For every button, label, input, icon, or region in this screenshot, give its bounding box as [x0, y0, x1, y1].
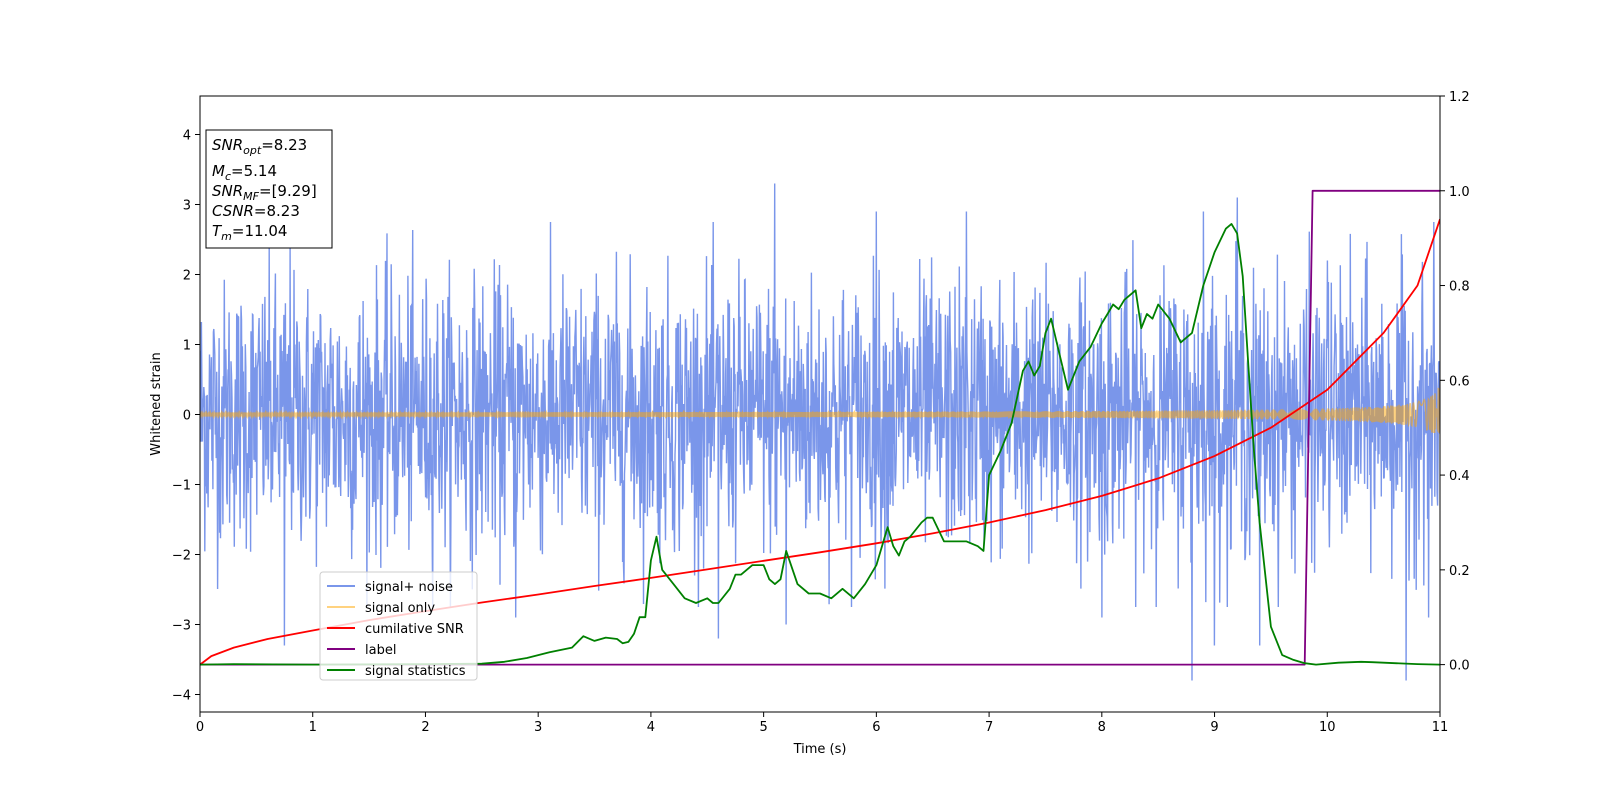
x-tick-label: 0: [196, 720, 204, 735]
legend-entry: signal+ noise: [365, 580, 453, 595]
legend-entry: signal statistics: [365, 664, 466, 679]
x-axis: 0 1 2 3 4 5 6 7 8 9 10 11: [196, 712, 1448, 735]
x-tick-label: 10: [1319, 720, 1336, 735]
legend-frame: [319, 571, 478, 681]
x-tick-label: 7: [985, 720, 993, 735]
annotation-line: Tm=11.04: [212, 222, 287, 243]
y2-tick-label: 0.8: [1449, 280, 1470, 295]
x-tick-label: 11: [1432, 720, 1449, 735]
x-tick-label: 2: [421, 720, 429, 735]
y-axis-right: 0.0 0.2 0.4 0.6 0.8 1.0 1.2: [1440, 90, 1470, 674]
y2-tick-label: 1.2: [1449, 90, 1470, 105]
series-label: [200, 189, 1440, 666]
x-tick-label: 8: [1098, 720, 1106, 735]
x-tick-label: 9: [1210, 720, 1218, 735]
x-tick-label: 1: [309, 720, 317, 735]
y-tick-label: 1: [183, 339, 191, 354]
y-tick-label: −2: [172, 549, 191, 564]
series-signal-statistics: [200, 222, 1440, 666]
plot-frame: [199, 95, 1441, 713]
y-tick-label: 3: [183, 199, 191, 214]
y-axis-label: Whitened strain: [149, 352, 164, 455]
y2-tick-label: 0.0: [1449, 659, 1470, 674]
y2-tick-label: 0.2: [1449, 564, 1470, 579]
legend: signal+ noise signal only cumilative SNR la…: [319, 571, 478, 681]
y2-tick-label: 0.6: [1449, 374, 1470, 389]
y-tick-label: −3: [172, 619, 191, 634]
y2-tick-label: 0.4: [1449, 469, 1470, 484]
y-tick-label: 2: [183, 269, 191, 284]
legend-entry: cumilative SNR: [365, 622, 464, 637]
annotation-line: SNRopt=8.23: [212, 136, 307, 157]
x-tick-label: 6: [872, 720, 880, 735]
annotation-line: CSNR=8.23: [212, 202, 300, 220]
y-tick-label: 0: [183, 409, 191, 424]
series-signal-only: [200, 387, 1440, 434]
annotation-line: Mc=5.14: [212, 162, 277, 183]
annotation-line: SNRMF=[9.29]: [212, 182, 317, 203]
y-tick-label: −4: [172, 689, 191, 704]
y-tick-label: 4: [183, 129, 191, 144]
legend-entry: label: [365, 643, 396, 658]
x-tick-label: 3: [534, 720, 542, 735]
x-axis-label: Time (s): [793, 742, 847, 757]
series-signal-noise: [200, 183, 1440, 681]
legend-entry: signal only: [365, 601, 435, 616]
annotation-frame: [205, 129, 333, 249]
y-tick-label: −1: [172, 479, 191, 494]
x-tick-label: 4: [647, 720, 655, 735]
y2-tick-label: 1.0: [1449, 185, 1470, 200]
y-axis-left: −4 −3 −2 −1 0 1 2 3 4: [172, 129, 200, 704]
x-tick-label: 5: [759, 720, 767, 735]
